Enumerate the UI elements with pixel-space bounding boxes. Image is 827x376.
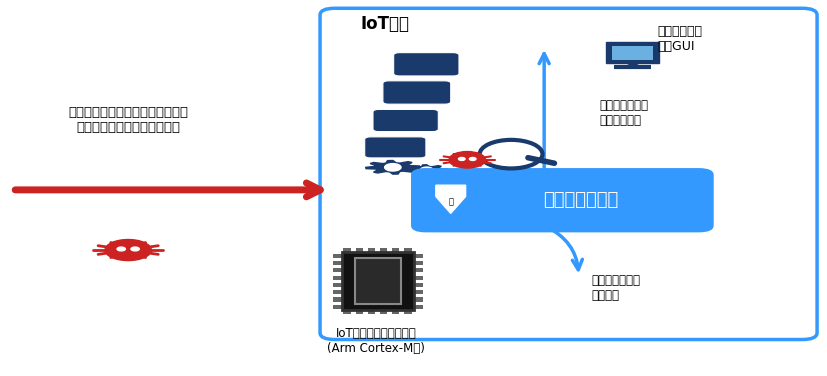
Circle shape <box>470 158 476 161</box>
FancyBboxPatch shape <box>333 290 342 294</box>
FancyBboxPatch shape <box>365 137 426 158</box>
Circle shape <box>117 247 126 251</box>
Text: IoT機器: IoT機器 <box>360 15 409 33</box>
FancyBboxPatch shape <box>404 248 412 252</box>
Text: セキュリティ
管理GUI: セキュリティ 管理GUI <box>657 26 702 53</box>
FancyBboxPatch shape <box>356 248 363 252</box>
Text: 改ざん検知機能: 改ざん検知機能 <box>543 191 618 209</box>
FancyBboxPatch shape <box>414 261 423 265</box>
FancyBboxPatch shape <box>373 109 438 132</box>
Circle shape <box>449 152 485 168</box>
FancyBboxPatch shape <box>368 310 375 314</box>
Text: 不正プログラム
実行防止: 不正プログラム 実行防止 <box>591 274 640 302</box>
Text: 改ざん検知時の
アラート通知: 改ざん検知時の アラート通知 <box>600 99 648 127</box>
FancyBboxPatch shape <box>414 254 423 258</box>
FancyBboxPatch shape <box>368 248 375 252</box>
FancyBboxPatch shape <box>414 290 423 294</box>
Circle shape <box>420 167 433 173</box>
FancyBboxPatch shape <box>333 268 342 272</box>
FancyBboxPatch shape <box>356 310 363 314</box>
FancyBboxPatch shape <box>392 310 399 314</box>
FancyBboxPatch shape <box>404 310 412 314</box>
Text: 🔒: 🔒 <box>448 198 453 206</box>
FancyBboxPatch shape <box>383 81 451 104</box>
FancyBboxPatch shape <box>411 168 714 232</box>
Polygon shape <box>406 165 447 175</box>
FancyBboxPatch shape <box>394 53 459 76</box>
FancyBboxPatch shape <box>414 283 423 287</box>
Text: IoT機器向けプロセッサ
(Arm Cortex-M等): IoT機器向けプロセッサ (Arm Cortex-M等) <box>327 327 425 355</box>
FancyBboxPatch shape <box>333 276 342 280</box>
Polygon shape <box>366 161 420 174</box>
FancyBboxPatch shape <box>333 261 342 265</box>
FancyBboxPatch shape <box>414 268 423 272</box>
FancyBboxPatch shape <box>355 258 401 304</box>
Circle shape <box>458 158 465 161</box>
FancyBboxPatch shape <box>414 276 423 280</box>
FancyBboxPatch shape <box>333 283 342 287</box>
FancyBboxPatch shape <box>333 254 342 258</box>
FancyBboxPatch shape <box>606 42 659 63</box>
FancyBboxPatch shape <box>392 248 399 252</box>
FancyBboxPatch shape <box>342 252 414 310</box>
Circle shape <box>105 240 151 261</box>
Circle shape <box>385 164 401 171</box>
FancyBboxPatch shape <box>343 248 351 252</box>
FancyBboxPatch shape <box>380 248 387 252</box>
FancyBboxPatch shape <box>414 297 423 302</box>
FancyBboxPatch shape <box>380 310 387 314</box>
Polygon shape <box>436 185 466 214</box>
FancyBboxPatch shape <box>343 310 351 314</box>
FancyBboxPatch shape <box>333 297 342 302</box>
FancyBboxPatch shape <box>333 305 342 309</box>
FancyBboxPatch shape <box>414 305 423 309</box>
Circle shape <box>131 247 139 251</box>
FancyBboxPatch shape <box>612 46 653 60</box>
Text: メモリ上のプログラムを改ざん、
不正な動作を引き起こす攻撃: メモリ上のプログラムを改ざん、 不正な動作を引き起こす攻撃 <box>68 106 189 134</box>
